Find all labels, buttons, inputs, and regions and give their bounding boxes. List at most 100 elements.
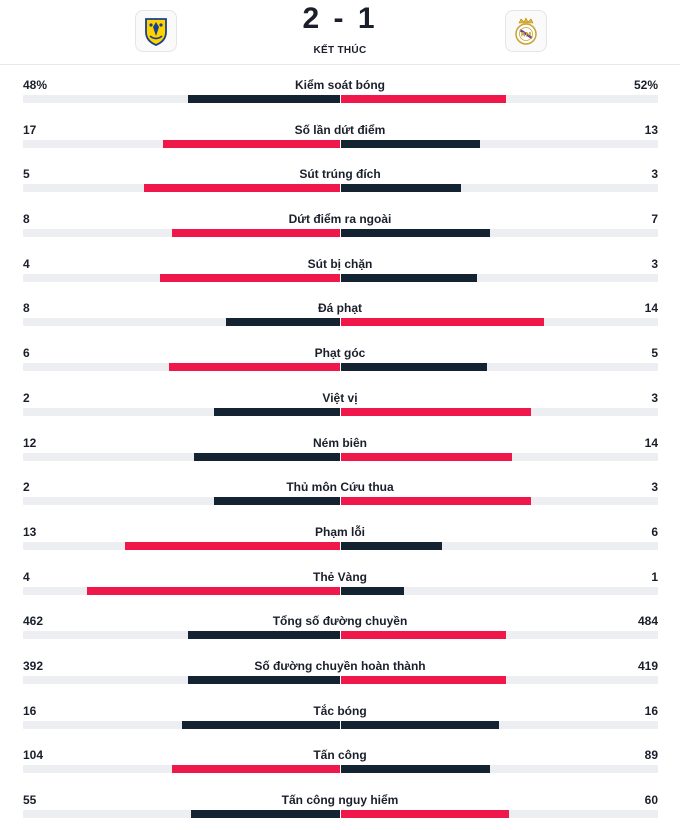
stat-home-value: 12 (23, 435, 37, 450)
away-team-badge[interactable]: RM (505, 10, 547, 52)
stat-away-bar (340, 586, 404, 595)
stat-away-bar (340, 720, 500, 729)
stat-row: 48% Kiểm soát bóng 52% (0, 70, 680, 115)
stat-home-value: 8 (23, 301, 30, 316)
stat-home-value: 5 (23, 167, 30, 182)
stat-home-bar (181, 720, 341, 729)
stat-away-value: 13 (644, 122, 658, 137)
stat-away-value: 14 (644, 435, 658, 450)
stat-home-bar (159, 273, 341, 282)
stat-bar-center-divider (340, 540, 341, 551)
stat-home-value: 13 (23, 524, 37, 539)
stat-bar-center-divider (340, 272, 341, 283)
stat-bar-center-divider (340, 317, 341, 328)
stat-away-bar (340, 407, 531, 416)
stat-bar-center-divider (340, 809, 341, 819)
match-header: 2 - 1 KẾT THÚC RM (0, 0, 680, 65)
stat-home-value: 48% (23, 78, 48, 92)
stat-label: Thẻ Vàng (312, 569, 367, 584)
stat-home-value: 16 (23, 703, 37, 718)
stat-label: Dứt điểm ra ngoài (288, 212, 392, 227)
stat-away-value: 419 (637, 658, 658, 673)
stat-away-value: 3 (651, 256, 658, 271)
stat-bar-center-divider (340, 183, 341, 194)
stat-bar-track (23, 496, 658, 507)
stat-away-value: 60 (644, 793, 658, 807)
stat-home-bar (124, 541, 341, 550)
stat-home-bar (162, 139, 341, 148)
stat-bar-track (23, 272, 658, 283)
stat-label: Việt vị (322, 390, 358, 405)
stat-row: 2 Thủ môn Cứu thua 3 (0, 472, 680, 517)
stat-home-bar (86, 586, 341, 595)
stat-home-value: 8 (23, 212, 30, 227)
real-madrid-crest-icon: RM (515, 17, 537, 45)
stat-home-bar (191, 810, 341, 818)
stat-bar-center-divider (340, 451, 341, 462)
stat-home-value: 17 (23, 122, 37, 137)
stat-label: Tấn công (313, 748, 367, 763)
stat-away-value: 6 (651, 524, 658, 539)
stat-label: Kiểm soát bóng (294, 78, 385, 92)
stat-label: Đá phạt (317, 301, 362, 316)
villarreal-crest-icon (145, 18, 167, 46)
stat-label: Phạm lỗi (314, 524, 365, 539)
stat-row: 16 Tắc bóng 16 (0, 696, 680, 741)
stat-home-value: 462 (23, 614, 44, 629)
stat-bar-track (23, 138, 658, 149)
stat-row: 12 Ném biên 14 (0, 428, 680, 473)
stat-bar-track (23, 719, 658, 730)
stat-home-value: 2 (23, 480, 30, 495)
stat-row: 4 Sút bị chặn 3 (0, 249, 680, 294)
stat-bar-track (23, 451, 658, 462)
stat-label: Tổng số đường chuyền (272, 614, 408, 629)
stat-home-value: 392 (23, 658, 44, 673)
stat-label: Tấn công nguy hiểm (281, 793, 399, 807)
stat-home-bar (172, 229, 341, 238)
stat-bar-center-divider (340, 764, 341, 775)
stat-bar-center-divider (340, 94, 341, 104)
stat-row: 462 Tổng số đường chuyền 484 (0, 606, 680, 651)
stat-home-bar (213, 407, 341, 416)
stat-row: 8 Đá phạt 14 (0, 293, 680, 338)
stat-away-value: 89 (644, 748, 658, 763)
stat-label: Tắc bóng (313, 703, 367, 718)
stat-row: 5 Sút trúng đích 3 (0, 159, 680, 204)
stat-away-bar (340, 452, 512, 461)
stat-away-bar (340, 631, 506, 640)
stat-label: Ném biên (312, 435, 367, 450)
stat-label: Sút trúng đích (299, 167, 381, 182)
stat-home-value: 4 (23, 569, 30, 584)
stat-bar-track (23, 94, 658, 104)
stat-label: Sút bị chặn (307, 256, 373, 271)
stat-bar-center-divider (340, 630, 341, 641)
stat-home-bar (169, 363, 341, 372)
stat-bar-center-divider (340, 496, 341, 507)
stat-away-value: 5 (651, 346, 658, 361)
stat-bar-center-divider (340, 362, 341, 373)
stat-bar-center-divider (340, 674, 341, 685)
stat-row: 2 Việt vị 3 (0, 383, 680, 428)
stat-bar-track (23, 183, 658, 194)
stat-bar-track (23, 317, 658, 328)
svg-text:RM: RM (521, 32, 532, 39)
stat-away-bar (340, 810, 509, 818)
stat-row: 4 Thẻ Vàng 1 (0, 562, 680, 607)
stat-label: Phạt góc (314, 346, 366, 361)
stat-home-value: 2 (23, 390, 30, 405)
match-score: 2 - 1 (302, 2, 378, 35)
stat-away-bar (340, 318, 544, 327)
stat-bar-track (23, 540, 658, 551)
stat-away-value: 1 (651, 569, 658, 584)
stat-row: 55 Tấn công nguy hiểm 60 (0, 785, 680, 830)
stat-home-value: 55 (23, 793, 37, 807)
stat-home-bar (188, 95, 341, 103)
stat-home-bar (213, 497, 341, 506)
stat-label: Thủ môn Cứu thua (286, 480, 394, 495)
stat-away-bar (340, 184, 462, 193)
stat-away-bar (340, 497, 531, 506)
home-team-badge[interactable] (135, 10, 177, 52)
stat-bar-center-divider (340, 719, 341, 730)
stat-away-value: 3 (651, 390, 658, 405)
stat-away-value: 52% (633, 78, 658, 92)
